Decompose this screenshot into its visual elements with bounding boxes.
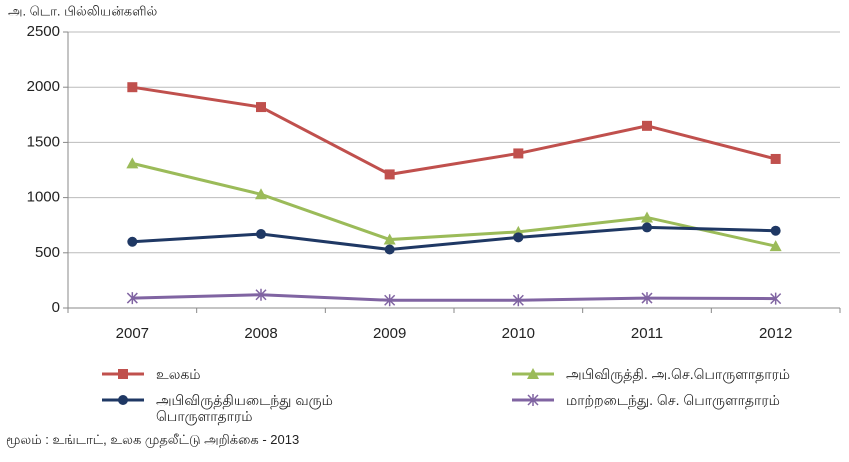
- marker: [255, 188, 267, 200]
- line: [132, 225, 776, 251]
- marker: [126, 292, 138, 305]
- marker: [383, 233, 396, 245]
- marker: [642, 120, 652, 131]
- legend-item: உலகம்: [100, 366, 426, 382]
- line: [131, 161, 776, 248]
- x-tick-label: 2011: [631, 325, 663, 342]
- legend-item: மாற்றடைந்து. செ. பொருளாதாரம்: [510, 392, 836, 408]
- y-tick-label: 1500: [27, 133, 60, 150]
- x-tick-label: 2009: [373, 325, 406, 342]
- x-tick-label: 2008: [244, 325, 277, 342]
- marker: [527, 394, 539, 406]
- legend-label: அபிவிருத்தி. அ.செ.பொருளாதாரம்: [566, 366, 791, 382]
- y-tick-label: 2000: [27, 78, 60, 95]
- legend-swatch: [102, 369, 144, 379]
- x-tick-label: 2012: [759, 325, 792, 342]
- marker: [127, 82, 138, 93]
- legend-item: அபிவிருத்தி. அ.செ.பொருளாதாரம்: [510, 366, 836, 382]
- marker: [256, 102, 266, 113]
- legend-label: அபிவிருத்தியடைந்து வரும் பொருளாதாரம்: [156, 392, 333, 424]
- marker: [256, 229, 266, 240]
- marker: [126, 157, 139, 169]
- y-tick-label: 1000: [27, 189, 60, 206]
- marker: [127, 236, 138, 247]
- y-tick-label: 2500: [27, 23, 60, 40]
- legend-swatch: [512, 394, 554, 406]
- legend-swatch: [102, 395, 144, 405]
- marker: [384, 294, 396, 307]
- x-tick-label: 2010: [502, 325, 535, 342]
- marker: [641, 211, 653, 223]
- marker: [642, 222, 652, 233]
- legend-label: மாற்றடைந்து. செ. பொருளாதாரம்: [566, 392, 780, 408]
- line: [132, 293, 776, 302]
- marker: [513, 148, 524, 159]
- marker: [255, 288, 267, 301]
- marker: [527, 368, 539, 379]
- line: [132, 85, 777, 176]
- legend-item: அபிவிருத்தியடைந்து வரும் பொருளாதாரம்: [100, 392, 426, 424]
- y-tick-label: 500: [35, 244, 60, 261]
- legend-swatch: [512, 368, 554, 379]
- marker: [118, 395, 128, 405]
- marker: [384, 244, 395, 255]
- legend-label: உலகம்: [156, 366, 201, 382]
- unit-label: அ. டொ. பில்லியன்களில்: [8, 3, 157, 18]
- marker: [770, 153, 781, 164]
- chart: அ. டொ. பில்லியன்களில் 0 500 1000 1500 2000 25…: [8, 3, 841, 342]
- marker: [769, 240, 782, 252]
- source-note: மூலம் : உங்டாட், உலக முதலீட்டு அறிக்கை -…: [6, 432, 300, 447]
- x-tick-label: 2007: [116, 325, 149, 342]
- marker: [770, 225, 781, 236]
- marker: [513, 232, 524, 243]
- marker: [118, 369, 128, 379]
- y-tick-label: 0: [52, 299, 60, 316]
- marker: [641, 292, 653, 305]
- marker: [384, 169, 395, 180]
- marker: [512, 294, 524, 307]
- marker: [770, 292, 782, 305]
